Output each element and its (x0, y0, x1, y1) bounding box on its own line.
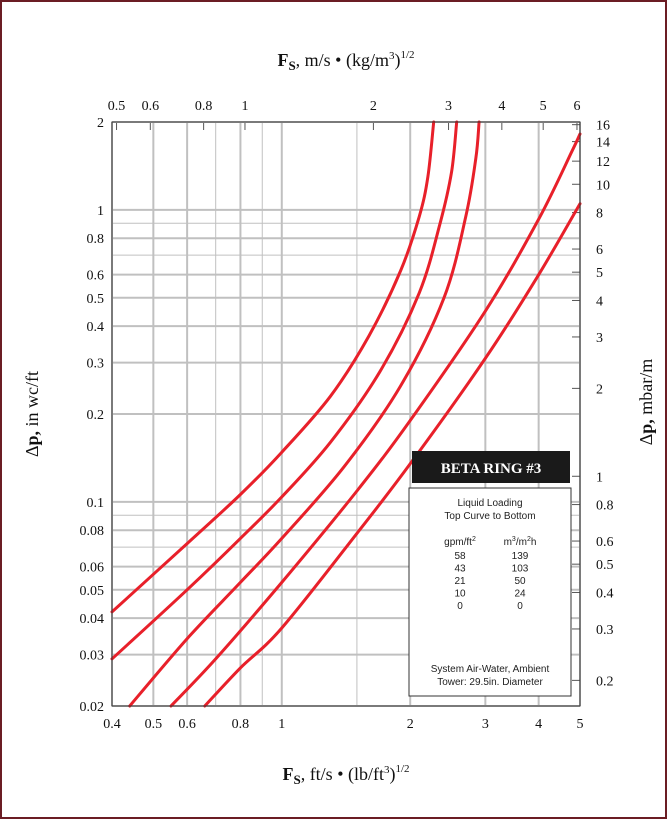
legend-gpm-value: 58 (454, 551, 466, 562)
legend-m3-value: 103 (512, 564, 529, 575)
badge-text: BETA RING #3 (441, 461, 542, 477)
x-tick-label: 0.6 (178, 717, 196, 732)
legend-m3-value: 0 (517, 601, 523, 612)
badge-background (412, 451, 570, 483)
y-tick-label: 0.08 (80, 524, 105, 539)
x-tick-label: 0.4 (103, 717, 121, 732)
x-tick-label: 0.8 (232, 717, 250, 732)
legend-title-2: Top Curve to Bottom (444, 511, 535, 522)
right-y-tick-label: 14 (596, 136, 610, 151)
top-x-tick-label: 0.5 (108, 99, 126, 114)
beta-ring-badge: BETA RING #3 (412, 451, 570, 483)
legend-m3-value: 139 (512, 551, 529, 562)
legend-footer-1: System Air-Water, Ambient (431, 664, 550, 675)
right-axis-title: Δp, mbar/m (636, 359, 656, 446)
right-y-tick-label: 8 (596, 207, 603, 222)
legend-col1-header: gpm/ft2 (444, 536, 476, 548)
y-tick-label: 2 (97, 116, 104, 131)
legend-title-1: Liquid Loading (457, 498, 522, 509)
x-tick-label: 0.5 (145, 717, 163, 732)
legend-m3-value: 50 (514, 576, 526, 587)
right-y-tick-label: 0.3 (596, 623, 614, 638)
y-tick-label: 0.03 (80, 649, 105, 664)
top-x-tick-label: 0.6 (142, 99, 160, 114)
right-y-tick-label: 0.2 (596, 674, 614, 689)
y-tick-label: 0.06 (80, 561, 105, 576)
y-tick-label: 0.3 (87, 357, 105, 372)
y-tick-label: 0.05 (80, 584, 105, 599)
x-tick-label: 4 (535, 717, 542, 732)
legend-m3-value: 24 (514, 589, 526, 600)
y-tick-label: 0.1 (87, 496, 105, 511)
y-tick-label: 0.6 (87, 269, 105, 284)
top-x-tick-label: 2 (370, 99, 377, 114)
legend-gpm-value: 21 (454, 576, 466, 587)
top-x-tick-label: 6 (573, 99, 580, 114)
right-y-tick-label: 5 (596, 266, 603, 281)
right-y-tick-label: 1 (596, 470, 603, 485)
plot-border (111, 121, 581, 707)
top-axis-title: FS, m/s • (kg/m3)1/2 (277, 49, 414, 73)
y-tick-label: 0.5 (87, 292, 105, 307)
legend-gpm-value: 0 (457, 601, 463, 612)
bottom-axis-title: FS, ft/s • (lb/ft3)1/2 (282, 763, 409, 787)
x-tick-label: 1 (278, 717, 285, 732)
y-tick-label: 0.04 (80, 612, 105, 627)
curve-series-5 (203, 202, 582, 708)
legend-border (408, 487, 572, 697)
top-x-tick-label: 0.8 (195, 99, 213, 114)
legend-footer-2: Tower: 29.5in. Diameter (437, 677, 543, 688)
y-tick-label: 0.8 (87, 232, 105, 247)
legend-gpm-value: 10 (454, 589, 466, 600)
right-y-tick-label: 0.5 (596, 558, 614, 573)
legend-gpm-value: 43 (454, 564, 466, 575)
tick-labels: 0.4 0.5 0.6 0.8 1 2 3 4 50.5 0.6 0.8 1 2 3 4 5 60.020.03… (80, 99, 614, 732)
curve-series-3 (128, 120, 481, 708)
right-y-tick-label: 6 (596, 243, 603, 258)
top-x-tick-label: 3 (445, 99, 452, 114)
curve-series-1 (110, 120, 436, 614)
legend-box: Liquid Loading Top Curve to Bottom gpm/f… (408, 487, 572, 697)
curves (110, 120, 582, 708)
right-y-tick-label: 0.8 (596, 499, 614, 514)
legend-col2-header: m3/m2h (504, 536, 537, 548)
right-y-tick-label: 2 (596, 382, 603, 397)
right-y-tick-label: 0.4 (596, 586, 614, 601)
x-tick-label: 3 (482, 717, 489, 732)
x-tick-label: 5 (577, 717, 584, 732)
curve-series-4 (169, 132, 582, 708)
curve-series-2 (110, 120, 459, 661)
right-y-tick-label: 10 (596, 178, 610, 193)
y-tick-label: 0.4 (87, 320, 105, 335)
top-x-tick-label: 1 (241, 99, 248, 114)
right-y-tick-label: 3 (596, 331, 603, 346)
left-axis-title: Δp, in wc/ft (22, 371, 42, 457)
y-tick-label: 0.2 (87, 408, 105, 423)
right-y-tick-label: 12 (596, 155, 610, 170)
top-x-tick-label: 4 (498, 99, 505, 114)
y-tick-label: 0.02 (80, 700, 105, 715)
y-tick-label: 1 (97, 204, 104, 219)
top-x-tick-label: 5 (540, 99, 547, 114)
right-y-tick-label: 0.6 (596, 535, 614, 550)
x-tick-label: 2 (407, 717, 414, 732)
right-y-tick-label: 16 (596, 119, 610, 134)
right-y-tick-label: 4 (596, 294, 603, 309)
